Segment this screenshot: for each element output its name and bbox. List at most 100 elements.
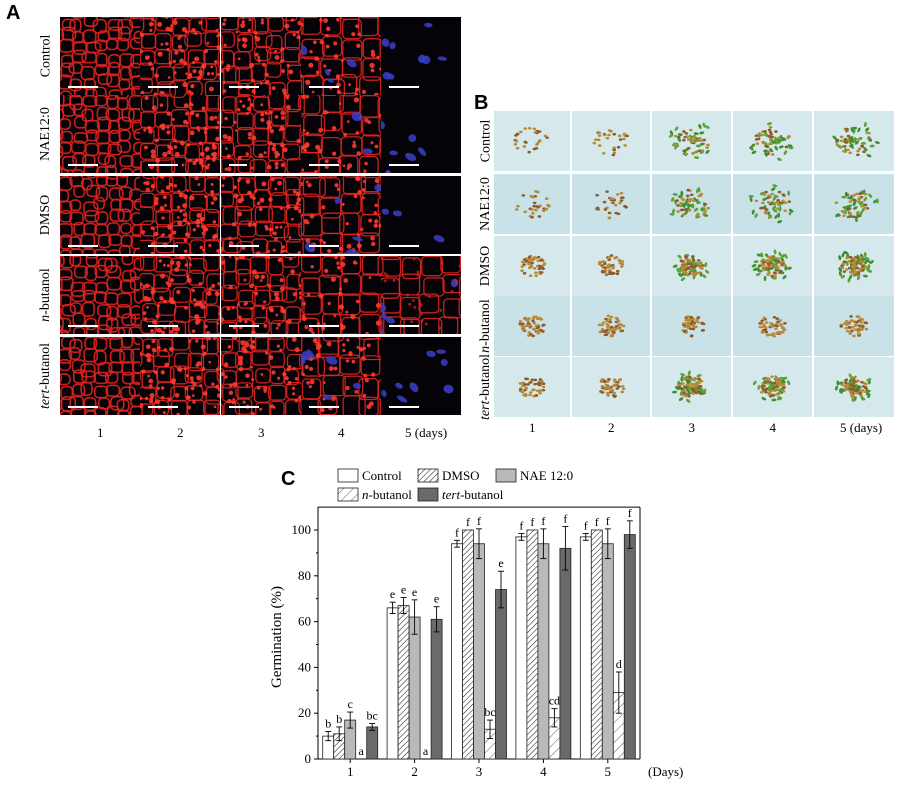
legend-label: n-butanol [362, 487, 412, 502]
x-tick-label: 2 [411, 764, 418, 779]
bar [386, 607, 399, 760]
bar [623, 534, 636, 760]
legend-swatch [417, 468, 439, 483]
panel-b-letter: B [474, 92, 489, 114]
scale-bar [148, 86, 178, 88]
legend-label-italic: tert [442, 487, 460, 502]
micrograph-tile [301, 337, 381, 415]
significance-letter: f [477, 514, 481, 528]
significance-letter: f [519, 518, 523, 532]
seed-photo-tile [652, 236, 731, 296]
seed-photo-tile [572, 236, 650, 296]
scale-bar [389, 325, 419, 327]
micrograph-tile [381, 17, 461, 95]
x-tick-label: 5 [605, 764, 612, 779]
seed-photo-tile [652, 296, 731, 356]
chart-legend: Control DMSO NAE 12:0n-butanol tert-butanol [337, 468, 573, 502]
scale-bar [309, 86, 339, 88]
significance-letter: f [530, 515, 534, 529]
significance-letter: f [466, 515, 470, 529]
scale-bar [389, 164, 419, 166]
y-tick-label: 20 [298, 705, 311, 720]
micrograph-tile [60, 176, 140, 254]
significance-letter: f [455, 525, 459, 539]
scale-bar [229, 406, 259, 408]
legend-label-rest: -butanol [369, 487, 413, 502]
y-tick-label: 0 [305, 751, 312, 766]
micrograph-tile [381, 337, 461, 415]
legend-label: DMSO [442, 468, 480, 483]
y-axis-label: Germination (%) [269, 586, 285, 688]
seed-photo-tile [733, 296, 812, 356]
scale-bar [309, 325, 339, 327]
significance-letter: f [563, 512, 567, 526]
scale-bar [309, 406, 339, 408]
seed-photo-tile [494, 174, 570, 234]
panel-a-column-label: 1 [97, 425, 104, 440]
micrograph-tile [221, 176, 301, 254]
seed-photo-tile [494, 296, 570, 356]
bar [601, 543, 614, 760]
seed-photo-tile [652, 111, 731, 171]
legend-swatch [337, 487, 359, 502]
significance-letter: e [498, 556, 503, 570]
scale-bar [68, 164, 98, 166]
micrograph-tile [140, 337, 220, 415]
scale-bar [229, 325, 259, 327]
bar [366, 726, 379, 760]
seed-photo-tile [733, 357, 812, 417]
bar [430, 618, 443, 760]
micrograph-tile [140, 176, 220, 254]
micrograph-tile [301, 176, 381, 254]
micrograph-tile [221, 337, 301, 415]
x-tick-label: 3 [476, 764, 483, 779]
bar [515, 536, 528, 760]
bar [579, 536, 592, 760]
significance-letter: bc [367, 709, 378, 723]
significance-letter: e [412, 585, 417, 599]
micrograph-tile [140, 256, 220, 334]
panel-b-column-label: 2 [608, 420, 615, 435]
micrograph-tile [381, 256, 461, 334]
legend-label: Control [362, 468, 402, 483]
significance-letter: e [390, 587, 395, 601]
micrograph-tile [221, 17, 301, 95]
seed-photo-tile [733, 111, 812, 171]
significance-letter: e [434, 592, 439, 606]
scale-bar [389, 406, 419, 408]
scale-bar [68, 325, 98, 327]
seed-photo-tile [814, 236, 894, 296]
panel-b-column-label: 4 [769, 420, 777, 435]
bar [408, 616, 421, 760]
panel-b-column-label: 5 (days) [840, 420, 883, 435]
seed-photo-tile [814, 357, 894, 417]
micrograph-tile [301, 17, 381, 95]
scale-bar [148, 245, 178, 247]
y-tick-label: 80 [298, 568, 311, 583]
significance-letter: bc [484, 705, 495, 719]
seed-photo-tile [494, 236, 570, 296]
bar [537, 543, 550, 760]
micrograph-tile [301, 95, 381, 173]
significance-letter: f [606, 514, 610, 528]
scale-bar [68, 245, 98, 247]
seed-photo-tile [733, 236, 812, 296]
significance-letter: f [584, 518, 588, 532]
scale-bar [229, 164, 247, 166]
scale-bar [389, 86, 419, 88]
legend-label: tert-butanol [442, 487, 504, 502]
micrograph-tile [301, 256, 381, 334]
y-tick-label: 60 [298, 614, 311, 629]
significance-letter: b [336, 712, 342, 726]
scale-bar [148, 164, 178, 166]
seed-photo-tile [814, 296, 894, 356]
legend-label-italic: n [362, 487, 369, 502]
micrograph-tile [60, 337, 140, 415]
seed-photo-tile [572, 357, 650, 417]
bar [495, 589, 507, 760]
scale-bar [309, 245, 339, 247]
panel-a-column-label: 5 (days) [405, 425, 448, 440]
scale-bar [229, 245, 259, 247]
